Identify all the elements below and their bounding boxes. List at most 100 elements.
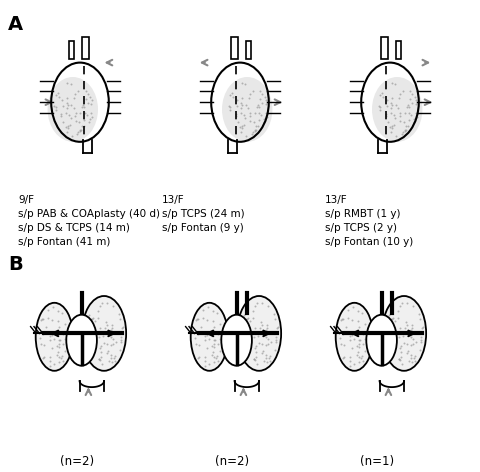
Point: [258, 91, 266, 98]
Point: [398, 332, 406, 339]
Point: [388, 101, 396, 109]
Point: [386, 354, 394, 361]
Point: [207, 342, 215, 350]
Point: [102, 318, 109, 326]
Point: [405, 357, 412, 364]
Point: [216, 320, 224, 328]
Point: [353, 317, 361, 324]
Point: [348, 316, 355, 324]
Point: [354, 340, 362, 348]
Point: [244, 347, 252, 355]
Point: [260, 115, 268, 123]
Point: [343, 307, 351, 314]
Point: [46, 332, 54, 340]
Point: [352, 351, 360, 358]
Point: [253, 122, 261, 130]
Point: [257, 349, 265, 357]
Point: [202, 329, 210, 337]
Point: [238, 125, 245, 132]
Point: [400, 126, 408, 134]
Point: [226, 106, 233, 114]
Point: [94, 314, 102, 321]
Point: [244, 344, 252, 352]
Point: [359, 330, 366, 337]
Point: [48, 332, 56, 339]
Point: [390, 81, 398, 88]
Point: [40, 354, 48, 361]
Point: [347, 332, 355, 339]
Point: [379, 93, 386, 101]
Point: [84, 99, 92, 107]
Point: [251, 110, 258, 117]
Ellipse shape: [371, 77, 421, 142]
Point: [246, 317, 253, 325]
Point: [207, 351, 215, 358]
Point: [56, 336, 64, 344]
Point: [253, 332, 261, 339]
Point: [88, 327, 96, 334]
Point: [249, 307, 256, 315]
Point: [63, 104, 71, 112]
Point: [237, 79, 245, 87]
Point: [55, 359, 63, 366]
Point: [78, 122, 85, 130]
Point: [38, 315, 46, 323]
Point: [205, 335, 213, 343]
Point: [95, 355, 102, 362]
Ellipse shape: [66, 315, 96, 366]
Point: [81, 109, 88, 117]
Point: [266, 352, 274, 360]
Point: [91, 317, 99, 325]
Point: [246, 117, 253, 125]
Point: [250, 126, 258, 134]
Point: [96, 302, 103, 310]
Point: [250, 344, 258, 352]
Point: [97, 342, 105, 350]
Point: [232, 96, 240, 104]
Point: [111, 358, 119, 365]
Point: [61, 124, 69, 131]
Point: [190, 329, 198, 337]
Point: [400, 110, 408, 117]
Text: (n=2): (n=2): [60, 455, 94, 468]
Point: [395, 109, 403, 117]
Point: [87, 330, 95, 338]
Point: [389, 347, 396, 355]
Point: [89, 347, 97, 355]
Point: [200, 358, 208, 365]
Point: [335, 329, 343, 337]
Point: [209, 330, 217, 338]
Point: [250, 302, 258, 310]
Point: [243, 327, 251, 334]
Point: [82, 87, 89, 95]
Point: [58, 309, 66, 316]
Point: [103, 321, 110, 329]
Point: [233, 118, 241, 126]
Point: [247, 130, 255, 137]
Point: [201, 337, 209, 344]
Point: [252, 342, 259, 350]
Point: [403, 101, 411, 109]
Point: [409, 354, 417, 362]
Point: [54, 317, 61, 324]
Point: [76, 126, 84, 134]
Point: [411, 109, 419, 116]
Point: [270, 310, 277, 318]
Point: [356, 354, 364, 362]
Point: [107, 354, 114, 362]
Ellipse shape: [222, 77, 272, 142]
Point: [237, 94, 245, 101]
Point: [119, 324, 126, 331]
Point: [364, 325, 372, 332]
Point: [57, 112, 65, 120]
Point: [355, 354, 362, 361]
Point: [348, 303, 356, 311]
Point: [86, 115, 94, 123]
Point: [111, 352, 119, 360]
Point: [88, 315, 96, 323]
Point: [211, 336, 218, 344]
Point: [262, 341, 270, 349]
Point: [39, 354, 47, 362]
Point: [83, 111, 91, 118]
Point: [375, 104, 383, 111]
